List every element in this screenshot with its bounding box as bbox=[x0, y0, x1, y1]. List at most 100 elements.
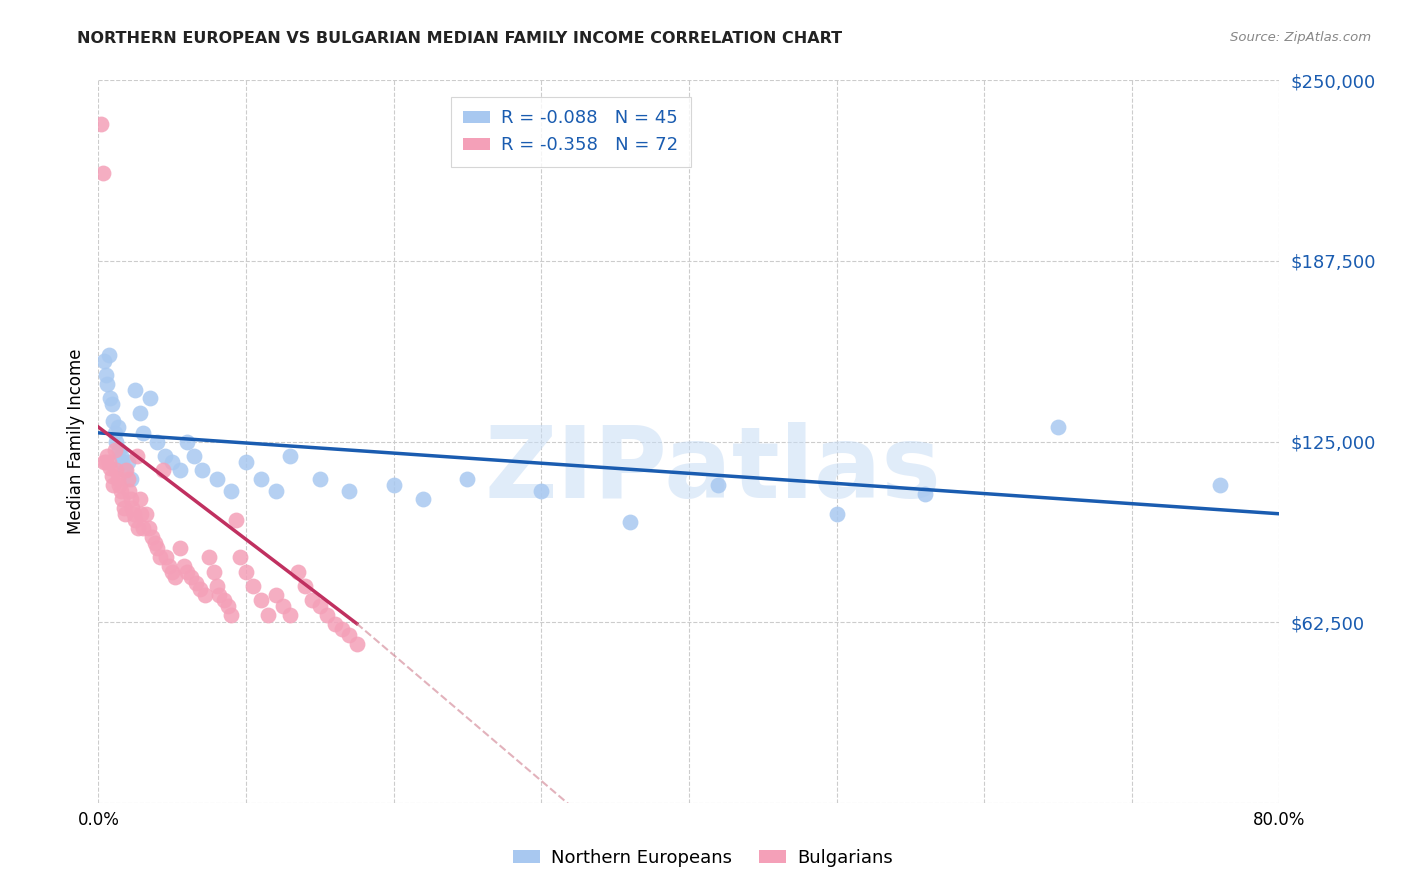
Point bbox=[198, 550, 221, 565]
Point bbox=[139, 391, 162, 405]
Point bbox=[93, 455, 115, 469]
Point bbox=[271, 599, 294, 614]
Point bbox=[176, 434, 198, 449]
Point bbox=[530, 483, 553, 498]
Point bbox=[825, 507, 848, 521]
Point bbox=[122, 507, 145, 521]
Point bbox=[280, 449, 302, 463]
Point bbox=[169, 541, 191, 556]
Point bbox=[135, 507, 157, 521]
Point bbox=[382, 478, 405, 492]
Point bbox=[619, 516, 641, 530]
Point bbox=[242, 579, 264, 593]
Point bbox=[339, 628, 361, 642]
Point bbox=[173, 558, 195, 573]
Point bbox=[191, 463, 214, 477]
Point bbox=[205, 472, 228, 486]
Point bbox=[100, 469, 122, 483]
Y-axis label: Median Family Income: Median Family Income bbox=[66, 349, 84, 534]
Point bbox=[235, 455, 257, 469]
Point bbox=[96, 449, 118, 463]
Point bbox=[141, 530, 163, 544]
Point bbox=[117, 472, 139, 486]
Point bbox=[162, 455, 183, 469]
Point bbox=[229, 550, 252, 565]
Point bbox=[110, 449, 132, 463]
Point bbox=[103, 478, 125, 492]
Point bbox=[202, 565, 225, 579]
Point bbox=[121, 501, 143, 516]
Point bbox=[194, 588, 217, 602]
Point bbox=[100, 397, 122, 411]
Point bbox=[221, 483, 243, 498]
Point bbox=[128, 406, 150, 420]
Point bbox=[93, 353, 115, 368]
Point bbox=[108, 478, 131, 492]
Point bbox=[114, 463, 136, 477]
Point bbox=[146, 434, 169, 449]
Point bbox=[111, 492, 134, 507]
Point bbox=[132, 425, 155, 440]
Text: NORTHERN EUROPEAN VS BULGARIAN MEDIAN FAMILY INCOME CORRELATION CHART: NORTHERN EUROPEAN VS BULGARIAN MEDIAN FA… bbox=[77, 31, 842, 46]
Point bbox=[112, 501, 135, 516]
Point bbox=[107, 420, 129, 434]
Point bbox=[162, 565, 183, 579]
Point bbox=[330, 623, 353, 637]
Point bbox=[212, 593, 235, 607]
Point bbox=[1046, 420, 1070, 434]
Point bbox=[124, 512, 146, 526]
Point bbox=[132, 521, 155, 535]
Point bbox=[264, 483, 287, 498]
Point bbox=[914, 486, 936, 500]
Point bbox=[339, 483, 361, 498]
Point bbox=[97, 348, 120, 362]
Point bbox=[257, 607, 280, 622]
Point bbox=[94, 455, 117, 469]
Point bbox=[250, 593, 273, 607]
Point bbox=[143, 535, 166, 549]
Point bbox=[104, 425, 127, 440]
Point bbox=[294, 579, 316, 593]
Point bbox=[146, 541, 169, 556]
Point bbox=[457, 472, 479, 486]
Point bbox=[90, 117, 112, 131]
Point bbox=[205, 579, 228, 593]
Point bbox=[309, 472, 332, 486]
Point bbox=[127, 521, 149, 535]
Point bbox=[280, 607, 302, 622]
Point bbox=[120, 472, 142, 486]
Point bbox=[117, 455, 139, 469]
Point bbox=[155, 550, 177, 565]
Text: Source: ZipAtlas.com: Source: ZipAtlas.com bbox=[1230, 31, 1371, 45]
Point bbox=[98, 460, 121, 475]
Point bbox=[323, 616, 346, 631]
Point bbox=[153, 449, 176, 463]
Point bbox=[309, 599, 332, 614]
Point bbox=[97, 455, 120, 469]
Point bbox=[183, 449, 205, 463]
Point bbox=[346, 637, 368, 651]
Point bbox=[120, 492, 142, 507]
Point bbox=[208, 588, 231, 602]
Point bbox=[91, 166, 114, 180]
Point bbox=[105, 463, 128, 477]
Point bbox=[125, 449, 148, 463]
Point bbox=[217, 599, 239, 614]
Point bbox=[110, 483, 132, 498]
Point bbox=[111, 455, 134, 469]
Point bbox=[707, 478, 730, 492]
Point bbox=[118, 483, 141, 498]
Point bbox=[152, 463, 174, 477]
Point bbox=[184, 576, 207, 591]
Legend: R = -0.088   N = 45, R = -0.358   N = 72: R = -0.088 N = 45, R = -0.358 N = 72 bbox=[451, 96, 690, 167]
Point bbox=[128, 492, 150, 507]
Point bbox=[157, 558, 180, 573]
Point bbox=[108, 443, 131, 458]
Point bbox=[1209, 478, 1232, 492]
Point bbox=[104, 443, 127, 458]
Point bbox=[103, 414, 125, 428]
Point bbox=[98, 391, 121, 405]
Point bbox=[287, 565, 309, 579]
Point bbox=[96, 376, 118, 391]
Point bbox=[264, 588, 287, 602]
